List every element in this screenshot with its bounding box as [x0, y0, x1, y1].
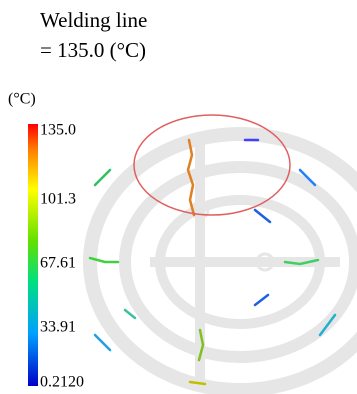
part-outline [90, 134, 357, 390]
color-bar [28, 124, 38, 386]
welding-line-figure: Welding line = 135.0 (°C) (°C) 135.0 101… [0, 0, 357, 394]
subtitle: = 135.0 (°C) [40, 38, 146, 62]
legend-label: 101.3 [40, 191, 76, 208]
legend-label: 67.61 [40, 255, 76, 272]
legend-unit: (°C) [8, 91, 36, 108]
title: Welding line [40, 8, 147, 32]
page: Welding line = 135.0 (°C) (°C) 135.0 101… [0, 0, 357, 394]
legend-label: 135.0 [40, 122, 76, 139]
legend-label: 33.91 [40, 319, 76, 336]
legend-label: 0.2120 [40, 374, 84, 391]
